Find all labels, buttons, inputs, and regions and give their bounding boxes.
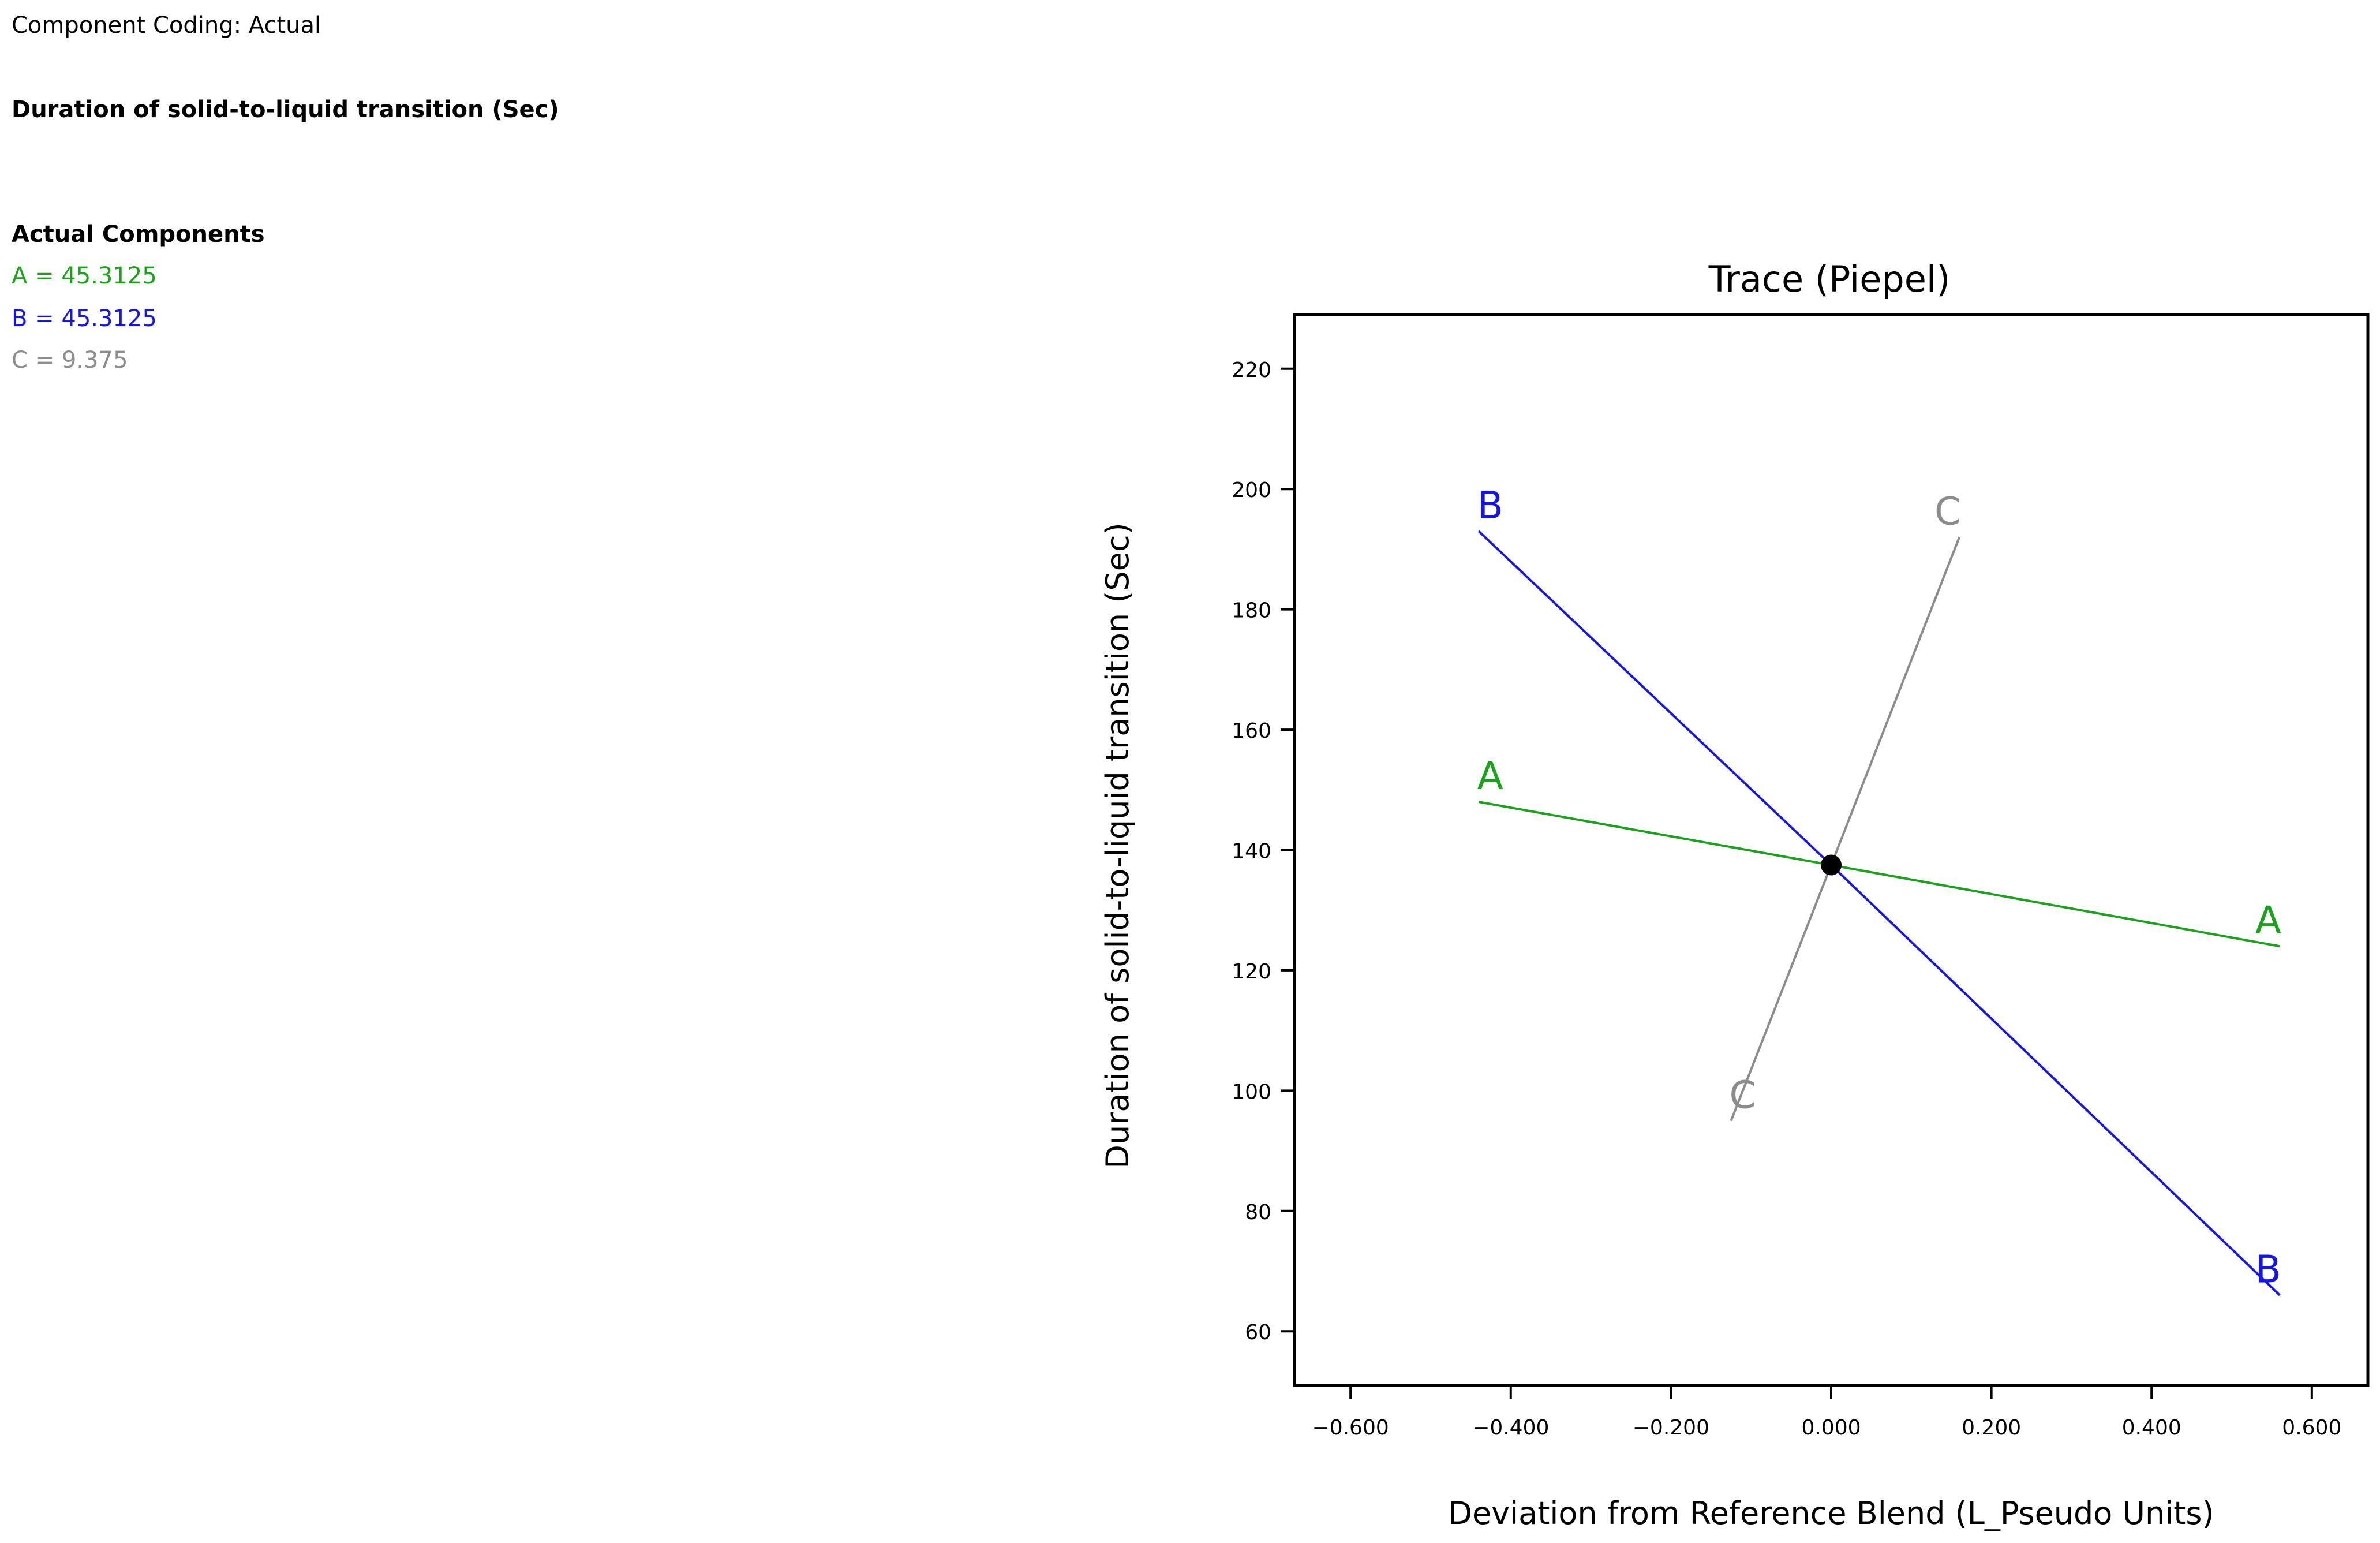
component-a-value: A = 45.3125	[12, 263, 157, 289]
y-tick-label: 180	[1232, 599, 1271, 623]
trace-line-a	[1478, 801, 2280, 948]
y-axis: 60 80 100 120 140 160 180 200 220	[1232, 358, 1294, 1344]
y-tick-label: 60	[1245, 1321, 1271, 1344]
series-label-a-end: A	[2255, 898, 2281, 943]
y-tick-label: 160	[1232, 719, 1271, 743]
x-axis-label: Deviation from Reference Blend (L_Pseudo…	[1448, 1495, 2214, 1531]
y-tick-label: 80	[1245, 1201, 1271, 1224]
x-tick-label: −0.200	[1633, 1416, 1709, 1440]
x-tick-label: 0.400	[2122, 1416, 2181, 1440]
x-tick-label: −0.400	[1472, 1416, 1549, 1440]
series-label-a-start: A	[1477, 754, 1503, 798]
trace-line-b	[1477, 530, 2281, 1297]
chart-title: Trace (Piepel)	[1708, 258, 1951, 300]
series-label-b-end: B	[2255, 1247, 2281, 1292]
component-coding-label: Component Coding: Actual	[12, 12, 321, 39]
series-label-b-start: B	[1477, 483, 1503, 528]
x-axis: −0.600 −0.400 −0.200 0.000 0.200 0.400 0.600	[1312, 1385, 2341, 1440]
y-tick-label: 220	[1232, 358, 1271, 382]
component-b-value: B = 45.3125	[12, 305, 157, 332]
response-title: Duration of solid-to-liquid transition (…	[12, 96, 559, 123]
x-tick-label: 0.600	[2282, 1416, 2341, 1440]
series-label-c-end: C	[1934, 490, 1961, 534]
y-tick-label: 200	[1232, 479, 1271, 502]
y-axis-label: Duration of solid-to-liquid transition (…	[1099, 522, 1136, 1168]
x-tick-label: 0.000	[1801, 1416, 1861, 1440]
component-c-value: C = 9.375	[12, 347, 128, 373]
x-tick-label: 0.200	[1962, 1416, 2021, 1440]
series-label-c-start: C	[1729, 1073, 1756, 1117]
series-layer: A A B B C C	[1477, 483, 2281, 1297]
y-tick-label: 100	[1232, 1080, 1271, 1104]
y-tick-label: 140	[1232, 840, 1271, 864]
reference-blend-point	[1821, 854, 1842, 876]
actual-components-heading: Actual Components	[12, 221, 265, 248]
x-tick-label: −0.600	[1312, 1416, 1389, 1440]
y-tick-label: 120	[1232, 960, 1271, 984]
trace-line-c	[1730, 536, 1960, 1122]
